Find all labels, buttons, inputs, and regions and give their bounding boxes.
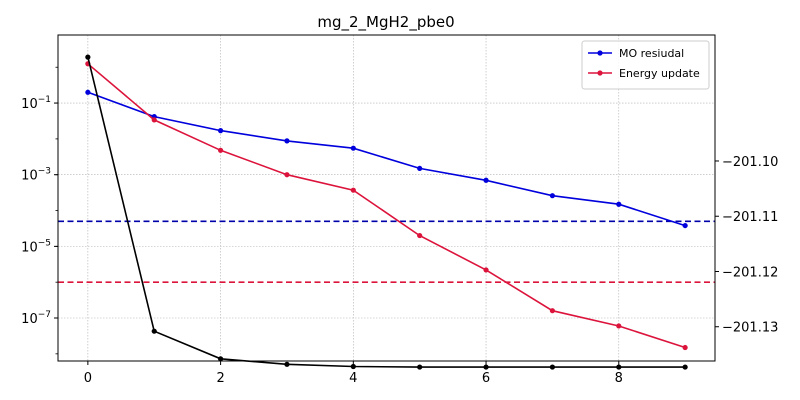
x-tick-label: 0: [84, 371, 92, 386]
left-tick-label: 10−3: [21, 167, 51, 184]
left-tick-label: 10−5: [21, 238, 51, 255]
data-point: [483, 364, 489, 370]
grid-lines: [58, 35, 715, 361]
x-tick-label: 8: [615, 371, 623, 386]
data-point: [417, 165, 423, 172]
legend-label: MO resiudal: [619, 47, 684, 60]
data-point: [151, 117, 157, 123]
data-point: [350, 187, 356, 193]
right-tick-label: −201.11: [722, 210, 778, 225]
data-point: [217, 356, 224, 362]
plot-frame: [57, 34, 716, 362]
data-point: [85, 54, 91, 60]
x-tick-label: 4: [349, 371, 357, 386]
data-point: [549, 364, 556, 370]
left-tick-label: 10−7: [21, 310, 51, 327]
data-point: [284, 172, 290, 178]
data-point: [682, 344, 688, 351]
data-point: [284, 138, 290, 144]
data-point: [350, 363, 356, 370]
data-point: [682, 222, 688, 229]
data-point: [151, 328, 157, 334]
x-tick-label: 2: [216, 371, 224, 386]
legend-swatch-marker: [597, 50, 603, 56]
data-point: [417, 364, 423, 370]
data-point: [483, 267, 489, 273]
data-point: [616, 201, 622, 207]
x-tick-label: 6: [482, 371, 490, 386]
right-tick-label: −201.13: [722, 321, 778, 336]
legend-label: Energy update: [619, 67, 700, 80]
data-point: [616, 323, 622, 329]
legend: MO resiudal Energy update: [581, 40, 710, 90]
data-point: [217, 128, 224, 134]
threshold-lines: [58, 220, 715, 283]
series-line: [87, 63, 686, 349]
data-point: [85, 89, 91, 95]
data-point: [549, 193, 556, 199]
data-point: [350, 145, 356, 151]
series-line: [87, 91, 686, 227]
series-lines: [85, 54, 688, 370]
series-line: [87, 56, 686, 368]
data-point: [284, 361, 290, 367]
data-point: [549, 308, 556, 314]
axes: 0 2 4 6 8 10−1 10−3 10−5 10−7 −201.10 −201.11 −201.…: [21, 66, 778, 386]
chart-title: mg_2_MgH2_pbe0: [317, 13, 454, 32]
right-tick-label: −201.12: [722, 265, 778, 280]
left-tick-label: 10−1: [21, 95, 51, 112]
right-tick-label: −201.10: [722, 155, 778, 170]
legend-swatch-marker: [597, 70, 603, 76]
legend-box: [581, 40, 710, 90]
data-point: [217, 147, 224, 153]
data-point: [616, 364, 622, 370]
data-point: [483, 177, 489, 183]
data-point: [417, 232, 423, 239]
data-point: [682, 364, 688, 370]
